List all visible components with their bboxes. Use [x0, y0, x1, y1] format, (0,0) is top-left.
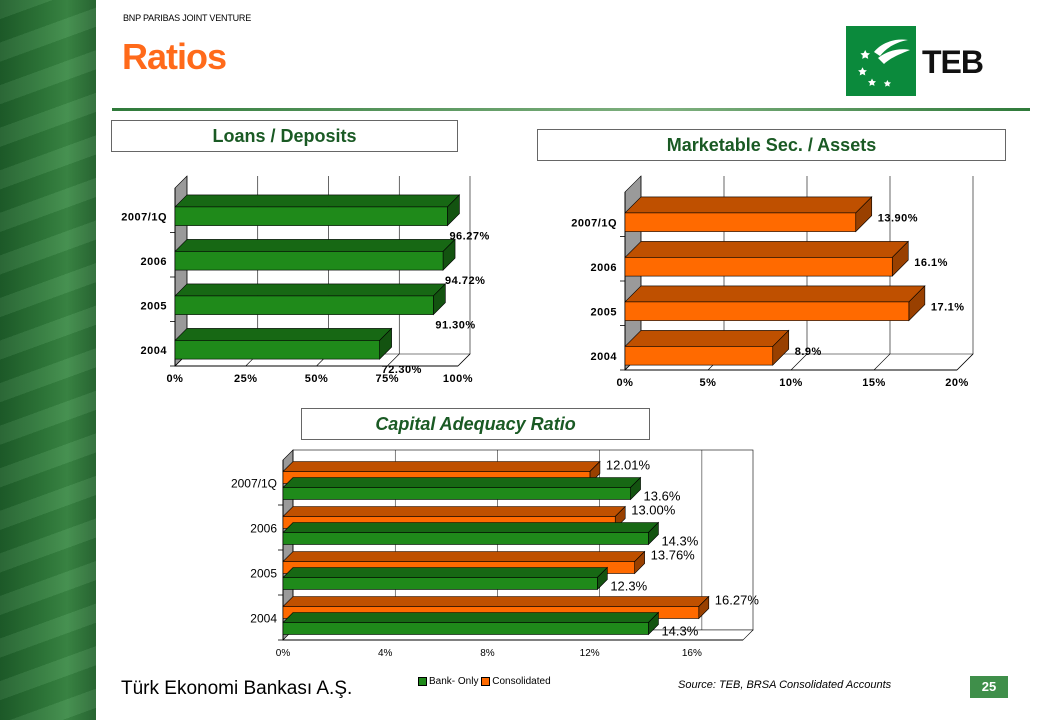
page-number: 25 — [970, 676, 1008, 698]
bar-2007/1Q — [174, 206, 448, 226]
gridline-floor — [956, 353, 974, 371]
x-tick-label: 4% — [378, 648, 393, 659]
bar-2007/1Q — [624, 212, 857, 232]
data-label-consolidated: 13.76% — [651, 548, 696, 563]
data-label-bank-only: 14.3% — [661, 624, 698, 639]
y-category-label: 2007/1Q — [121, 211, 167, 223]
gridline-floor — [790, 353, 808, 371]
logo-wordmark: TEB — [922, 44, 984, 80]
y-category-label: 2006 — [591, 262, 617, 274]
x-tick-label: 15% — [862, 377, 886, 389]
data-label: 72.30% — [382, 364, 422, 376]
bar-2006 — [174, 251, 444, 271]
bar-bank-only-2006-top — [282, 522, 660, 533]
y-category-label: 2007/1Q — [571, 217, 617, 229]
y-category-label: 2004 — [141, 345, 168, 357]
gridline-floor — [457, 353, 471, 367]
bar-2006-top — [624, 241, 909, 258]
data-label-bank-only: 12.3% — [610, 579, 647, 594]
cap-ratio-legend: Bank- Only Consolidated — [418, 676, 551, 687]
x-tick-label: 8% — [480, 648, 495, 659]
gridline-floor — [387, 353, 400, 367]
bar-2005 — [624, 301, 910, 321]
gridline-floor — [873, 353, 891, 371]
header-divider — [112, 108, 1030, 111]
bar-2007/1Q-top — [174, 194, 461, 208]
y-category-label: 2005 — [141, 300, 167, 312]
decorative-side-band — [0, 0, 96, 720]
bar-2004-top — [174, 328, 393, 341]
chart-title-capital-adequacy: Capital Adequacy Ratio — [301, 408, 650, 440]
bar-consolidated-2006-top — [282, 506, 626, 517]
data-label-bank-only: 13.6% — [644, 489, 681, 504]
loans-deposits-chart: 0% 25% 50% 75% 100% 2004 72.30% 2005 91.30% 2006 9… — [121, 175, 489, 385]
y-category-label: 2005 — [250, 567, 277, 581]
x-tick-label: 16% — [682, 648, 702, 659]
y-category-label: 2007/1Q — [231, 477, 277, 491]
x-tick-label: 75% — [375, 373, 399, 385]
y-category-label: 2006 — [141, 256, 167, 268]
x-tick-label: 100% — [443, 373, 473, 385]
bar-consolidated-2004-top — [282, 596, 710, 607]
bar-bank-only-2007/1Q-top — [282, 477, 642, 488]
bar-2005 — [174, 295, 434, 315]
data-label-consolidated: 12.01% — [606, 458, 651, 473]
chart-title-marketable-sec: Marketable Sec. / Assets — [537, 129, 1006, 161]
y-category-label: 2004 — [591, 351, 618, 363]
company-name: Türk Ekonomi Bankası A.Ş. — [121, 678, 353, 699]
x-tick-label: 0% — [617, 377, 634, 389]
y-category-label: 2005 — [591, 306, 617, 318]
data-label-bank-only: 14.3% — [661, 534, 698, 549]
data-label: 13.90% — [878, 212, 918, 224]
data-label: 96.27% — [449, 231, 489, 243]
bar-bank-only-2007/1Q — [282, 487, 631, 500]
data-label-consolidated: 13.00% — [631, 503, 676, 518]
bar-consolidated-2005-top — [282, 551, 646, 562]
bar-bank-only-2005 — [282, 577, 598, 590]
x-tick-label: 25% — [234, 373, 258, 385]
page-title: Ratios — [122, 36, 227, 77]
x-tick-label: 50% — [305, 373, 329, 385]
bar-2006 — [624, 257, 893, 277]
data-label: 16.1% — [914, 257, 948, 269]
x-tick-label: 20% — [945, 377, 969, 389]
data-label: 91.30% — [435, 320, 475, 332]
y-category-label: 2006 — [250, 522, 277, 536]
marketable-sec-chart: 0% 5% 10% 15% 20% 2004 8.9% 2005 17.1% 2006 16.1% 2… — [571, 175, 974, 389]
x-tick-label: 10% — [779, 377, 803, 389]
bar-2005-top — [174, 283, 447, 297]
data-label-consolidated: 16.27% — [715, 593, 760, 608]
bar-consolidated-2007/1Q-top — [282, 461, 601, 472]
x-tick-label: 12% — [580, 648, 600, 659]
bar-2007/1Q-top — [624, 196, 873, 214]
bar-bank-only-2004 — [282, 622, 649, 635]
y-category-label: 2004 — [250, 612, 277, 626]
legend-item-bank-only: Bank- Only — [418, 676, 478, 687]
bar-bank-only-2006 — [282, 532, 649, 545]
capital-adequacy-chart: 0% 4% 8% 12% 16% 2004 16.27% 14.3% 2005 13.76% 12.… — [231, 449, 760, 659]
bar-bank-only-2005-top — [282, 567, 609, 578]
x-tick-label: 5% — [700, 377, 717, 389]
data-label: 94.72% — [445, 275, 485, 287]
source-note: Source: TEB, BRSA Consolidated Accounts — [678, 679, 892, 691]
bar-2004 — [174, 340, 380, 360]
x-tick-label: 0% — [167, 373, 184, 385]
bar-2005-top — [624, 285, 926, 303]
bar-bank-only-2004-top — [282, 612, 660, 623]
data-label: 17.1% — [931, 301, 965, 313]
joint-venture-label: BNP PARIBAS JOINT VENTURE — [123, 13, 252, 23]
chart-title-loans-deposits: Loans / Deposits — [111, 120, 458, 152]
legend-item-consolidated: Consolidated — [481, 676, 551, 687]
bar-2004 — [624, 346, 774, 366]
data-label: 8.9% — [795, 346, 822, 358]
bar-2004-top — [624, 330, 790, 347]
x-tick-label: 0% — [276, 648, 291, 659]
teb-logo-icon — [846, 26, 916, 96]
bar-2006-top — [174, 239, 456, 252]
